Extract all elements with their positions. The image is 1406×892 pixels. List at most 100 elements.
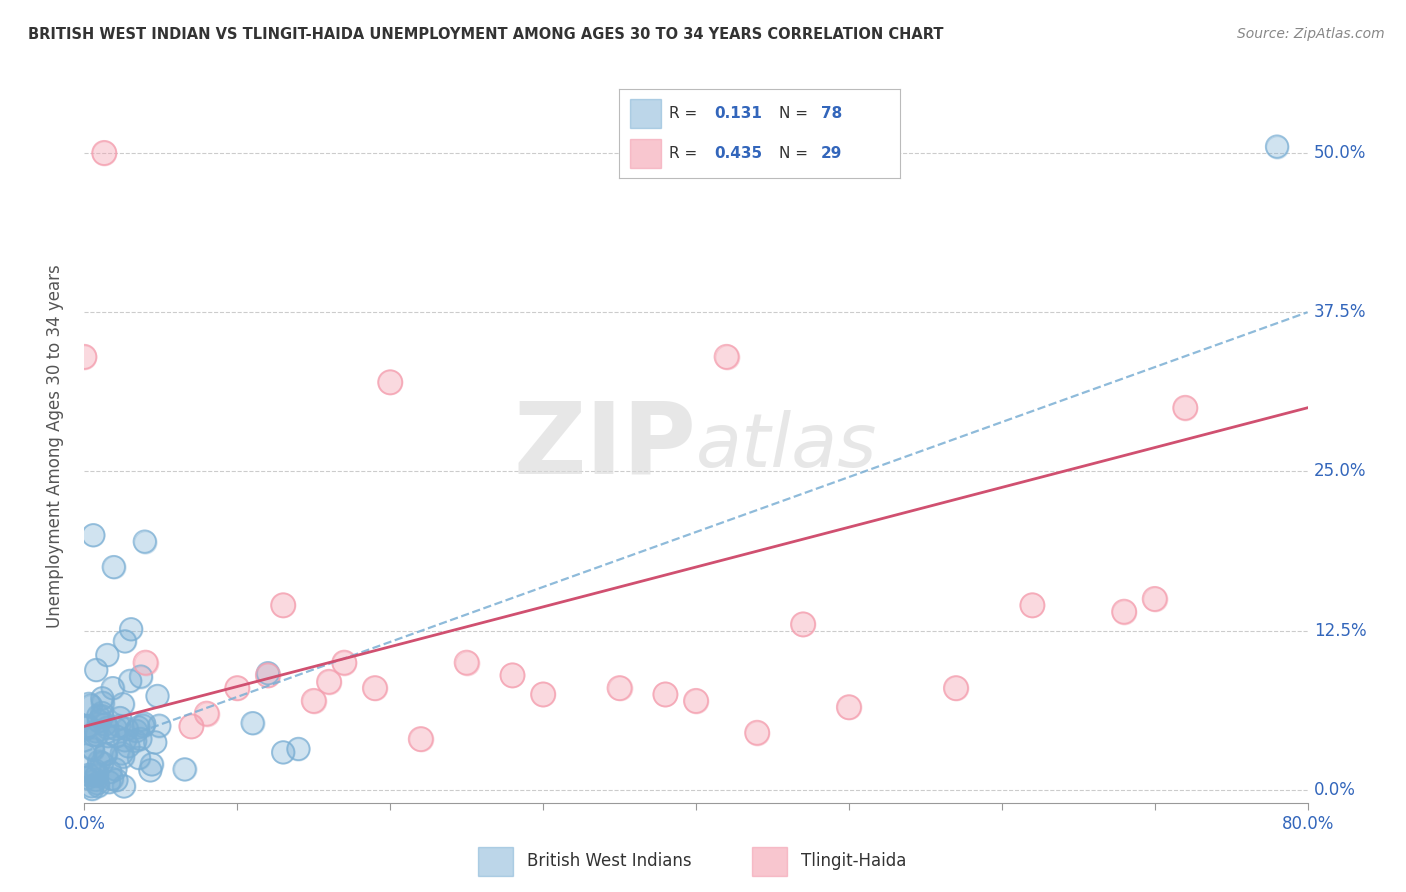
Point (82, 740, 104, 755)
Point (302, 694, 325, 708)
Point (91, 691, 114, 706)
Point (108, 711, 131, 725)
Point (87, 779, 110, 793)
Text: R =: R = (669, 146, 703, 161)
Point (127, 721, 149, 735)
Point (91, 706, 114, 720)
Text: BRITISH WEST INDIAN VS TLINGIT-HAIDA UNEMPLOYMENT AMONG AGES 30 TO 34 YEARS CORR: BRITISH WEST INDIAN VS TLINGIT-HAIDA UNE… (28, 27, 943, 42)
Point (80, 698, 103, 713)
Point (98, 775, 121, 789)
Point (333, 656, 356, 670)
Point (76, 721, 98, 735)
Point (380, 376, 402, 390)
Point (84, 663, 107, 677)
Point (94, 747, 117, 761)
Point (80, 779, 103, 793)
Point (86, 767, 108, 781)
Point (134, 716, 156, 731)
Point (84, 764, 107, 778)
Y-axis label: Unemployment Among Ages 30 to 34 years: Unemployment Among Ages 30 to 34 years (45, 264, 63, 628)
Point (111, 697, 134, 711)
Point (409, 732, 432, 747)
Point (112, 749, 135, 764)
Point (80, 781, 103, 796)
Text: 37.5%: 37.5% (1313, 303, 1367, 321)
Point (117, 739, 139, 754)
Point (1143, 591, 1166, 606)
Point (82, 742, 104, 756)
Point (77, 768, 100, 782)
Point (84, 724, 107, 739)
Point (86, 728, 108, 742)
Text: 50.0%: 50.0% (1313, 144, 1367, 162)
Point (135, 656, 157, 670)
Point (124, 733, 146, 747)
Bar (478, 847, 513, 876)
Point (1143, 591, 1166, 606)
Point (82, 740, 104, 755)
Point (91, 696, 114, 710)
Point (104, 722, 127, 736)
Point (120, 622, 142, 636)
Point (148, 718, 170, 732)
Point (747, 725, 769, 739)
Point (75, 721, 97, 735)
Point (115, 722, 138, 736)
Point (287, 742, 309, 756)
Point (83, 728, 105, 742)
Point (73, 350, 96, 364)
Point (80, 698, 103, 713)
Point (139, 764, 162, 778)
Point (114, 733, 136, 747)
Point (945, 681, 967, 695)
Point (91, 709, 114, 723)
Point (1114, 605, 1136, 619)
Point (86, 769, 108, 783)
Point (93, 145, 115, 160)
Point (112, 749, 135, 764)
Point (104, 730, 127, 744)
Point (146, 689, 169, 703)
Point (82, 528, 104, 542)
Point (287, 742, 309, 756)
Text: N =: N = (779, 106, 813, 120)
Point (111, 747, 134, 761)
Point (87, 708, 110, 723)
Point (364, 681, 387, 695)
Point (380, 376, 402, 390)
Point (654, 688, 676, 702)
Point (87, 755, 110, 769)
Point (76, 721, 98, 735)
Point (101, 681, 124, 695)
Point (111, 747, 134, 761)
Point (502, 668, 524, 682)
Point (128, 751, 150, 765)
Point (125, 723, 148, 738)
Point (1174, 401, 1197, 415)
Point (73, 350, 96, 364)
Point (135, 656, 157, 670)
Point (114, 634, 136, 648)
Point (104, 762, 127, 776)
Point (114, 733, 136, 747)
Point (84, 772, 107, 787)
Point (103, 560, 125, 574)
Point (76, 719, 98, 733)
Point (173, 763, 195, 777)
Point (173, 763, 195, 777)
Point (318, 674, 340, 689)
Point (104, 722, 127, 736)
Point (129, 731, 152, 746)
Point (716, 350, 738, 364)
Point (77, 697, 100, 711)
Point (80, 781, 103, 796)
Point (86, 769, 108, 783)
Point (129, 731, 152, 746)
Point (96, 648, 118, 662)
Point (1021, 599, 1043, 613)
Point (456, 656, 478, 670)
Point (132, 719, 155, 733)
Point (104, 762, 127, 776)
Point (333, 656, 356, 670)
Point (134, 716, 156, 731)
